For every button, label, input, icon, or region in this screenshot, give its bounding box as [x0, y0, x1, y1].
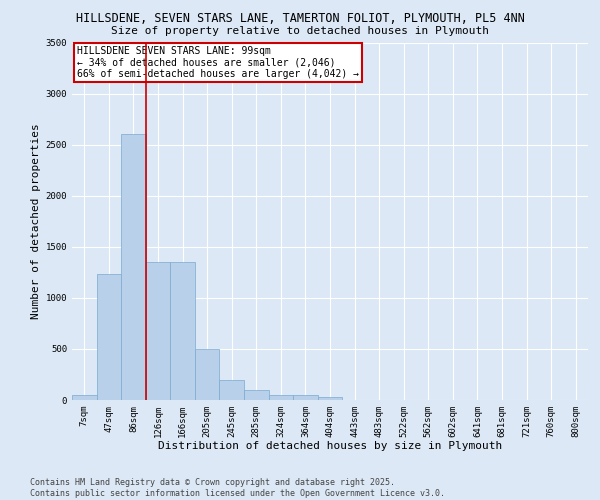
Bar — [293, 395, 318, 400]
X-axis label: Distribution of detached houses by size in Plymouth: Distribution of detached houses by size … — [158, 442, 502, 452]
Bar — [318, 397, 342, 400]
Bar — [72, 395, 97, 400]
Bar — [97, 274, 121, 400]
Text: HILLSDENE SEVEN STARS LANE: 99sqm
← 34% of detached houses are smaller (2,046)
6: HILLSDENE SEVEN STARS LANE: 99sqm ← 34% … — [77, 46, 359, 80]
Bar — [244, 390, 269, 400]
Bar — [195, 349, 220, 400]
Text: Size of property relative to detached houses in Plymouth: Size of property relative to detached ho… — [111, 26, 489, 36]
Bar — [170, 262, 195, 400]
Bar — [121, 134, 146, 400]
Bar — [269, 395, 293, 400]
Y-axis label: Number of detached properties: Number of detached properties — [31, 124, 41, 319]
Text: Contains HM Land Registry data © Crown copyright and database right 2025.
Contai: Contains HM Land Registry data © Crown c… — [30, 478, 445, 498]
Bar — [220, 380, 244, 400]
Text: HILLSDENE, SEVEN STARS LANE, TAMERTON FOLIOT, PLYMOUTH, PL5 4NN: HILLSDENE, SEVEN STARS LANE, TAMERTON FO… — [76, 12, 524, 26]
Bar — [146, 262, 170, 400]
